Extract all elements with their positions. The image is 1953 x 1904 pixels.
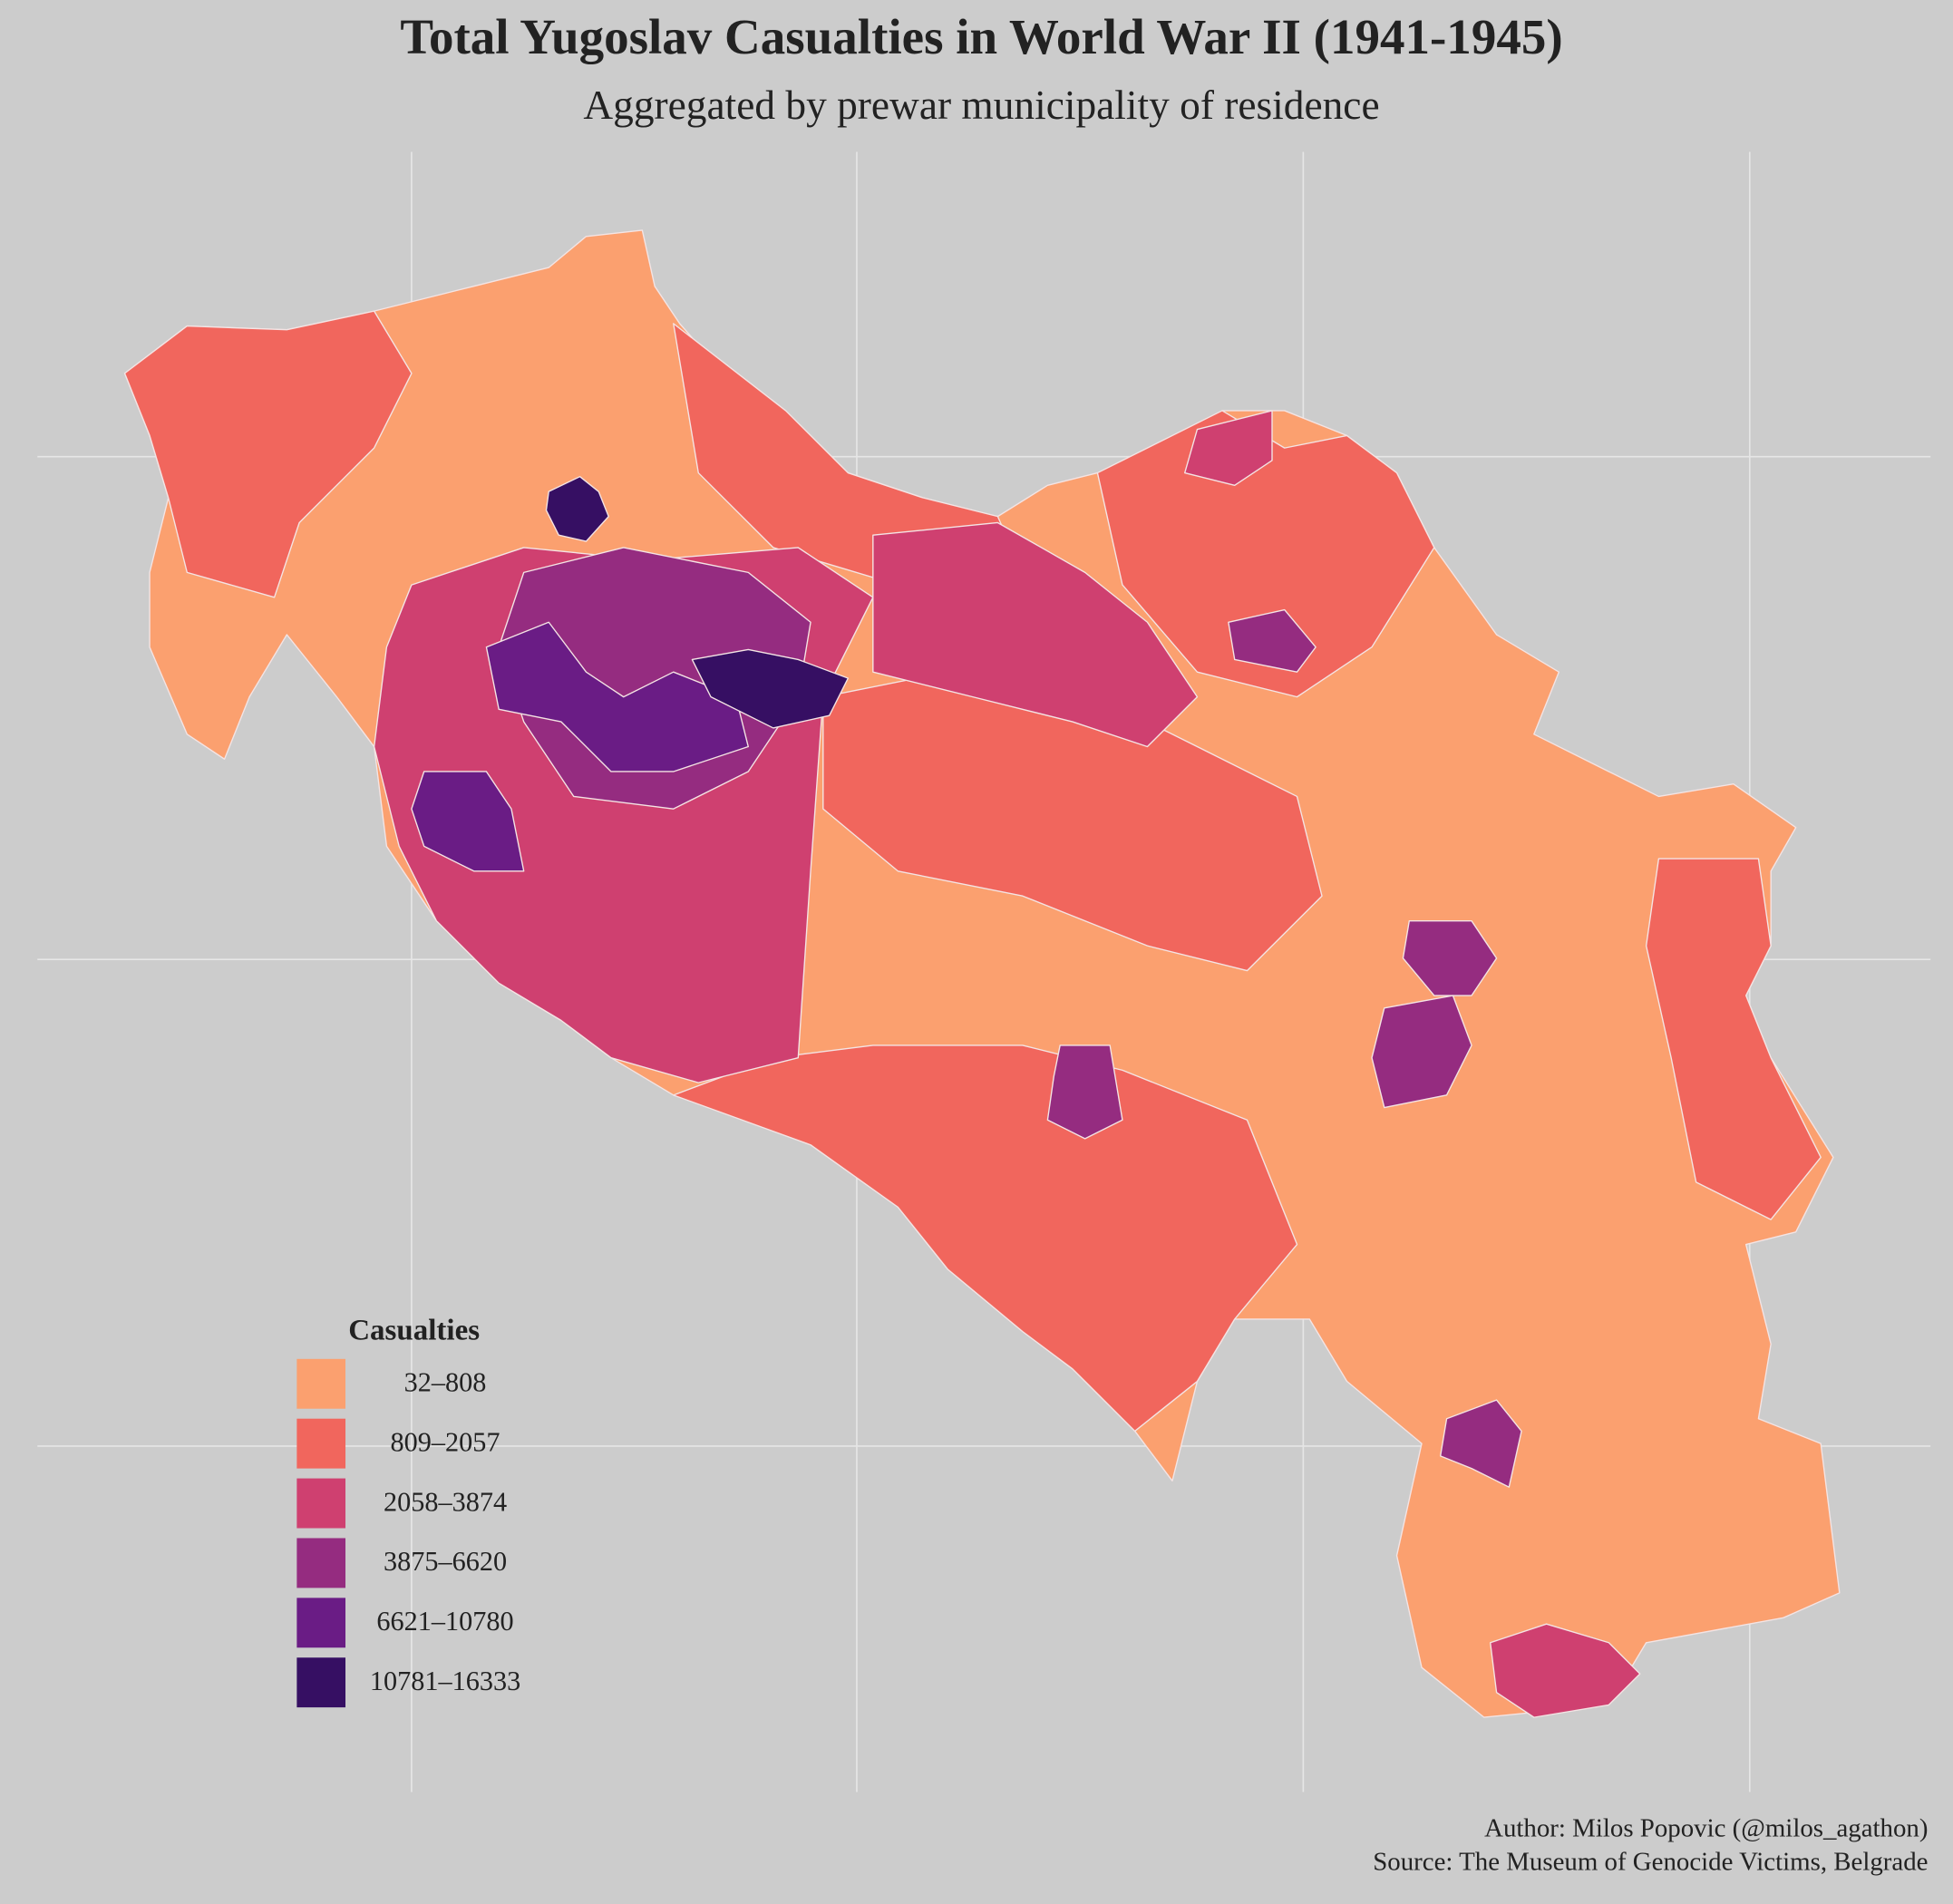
legend-swatch — [296, 1538, 346, 1588]
legend-swatch — [296, 1657, 346, 1708]
region — [1046, 1044, 1123, 1140]
legend-swatch — [296, 1598, 346, 1648]
region — [1439, 1399, 1522, 1488]
legend-title: Casualties — [348, 1315, 480, 1347]
caption-author: Author: Milos Popovic (@milos_agathon) — [1484, 1814, 1928, 1843]
legend-label: 6621–10780 — [376, 1606, 513, 1637]
region — [673, 1044, 1298, 1433]
legend-label: 809–2057 — [391, 1426, 500, 1457]
title: Total Yugoslav Casualties in World War I… — [400, 9, 1562, 64]
legend-swatch — [296, 1358, 346, 1409]
municipalities — [123, 229, 1841, 1718]
legend-swatch — [296, 1478, 346, 1529]
legend-label: 10781–16333 — [370, 1666, 520, 1696]
region — [123, 310, 413, 598]
caption-source: Source: The Museum of Genocide Victims, … — [1373, 1848, 1928, 1877]
legend-label: 2058–3874 — [384, 1486, 507, 1517]
legend-label: 3875–6620 — [384, 1546, 507, 1577]
region — [1184, 410, 1273, 486]
region — [691, 648, 850, 729]
region — [872, 521, 1199, 748]
region — [1228, 608, 1317, 673]
region — [1645, 858, 1822, 1220]
subtitle: Aggregated by prewar municipality of res… — [583, 83, 1379, 128]
region — [485, 621, 749, 772]
region — [1402, 920, 1498, 996]
region — [1490, 1623, 1641, 1718]
legend-label: 32–808 — [404, 1367, 487, 1398]
region — [411, 771, 525, 872]
legend-swatch — [296, 1418, 346, 1469]
region — [545, 476, 609, 542]
legend: Casualties 32–808 809–2057 2058–3874 3875–6… — [296, 1315, 520, 1708]
region — [1371, 995, 1472, 1109]
